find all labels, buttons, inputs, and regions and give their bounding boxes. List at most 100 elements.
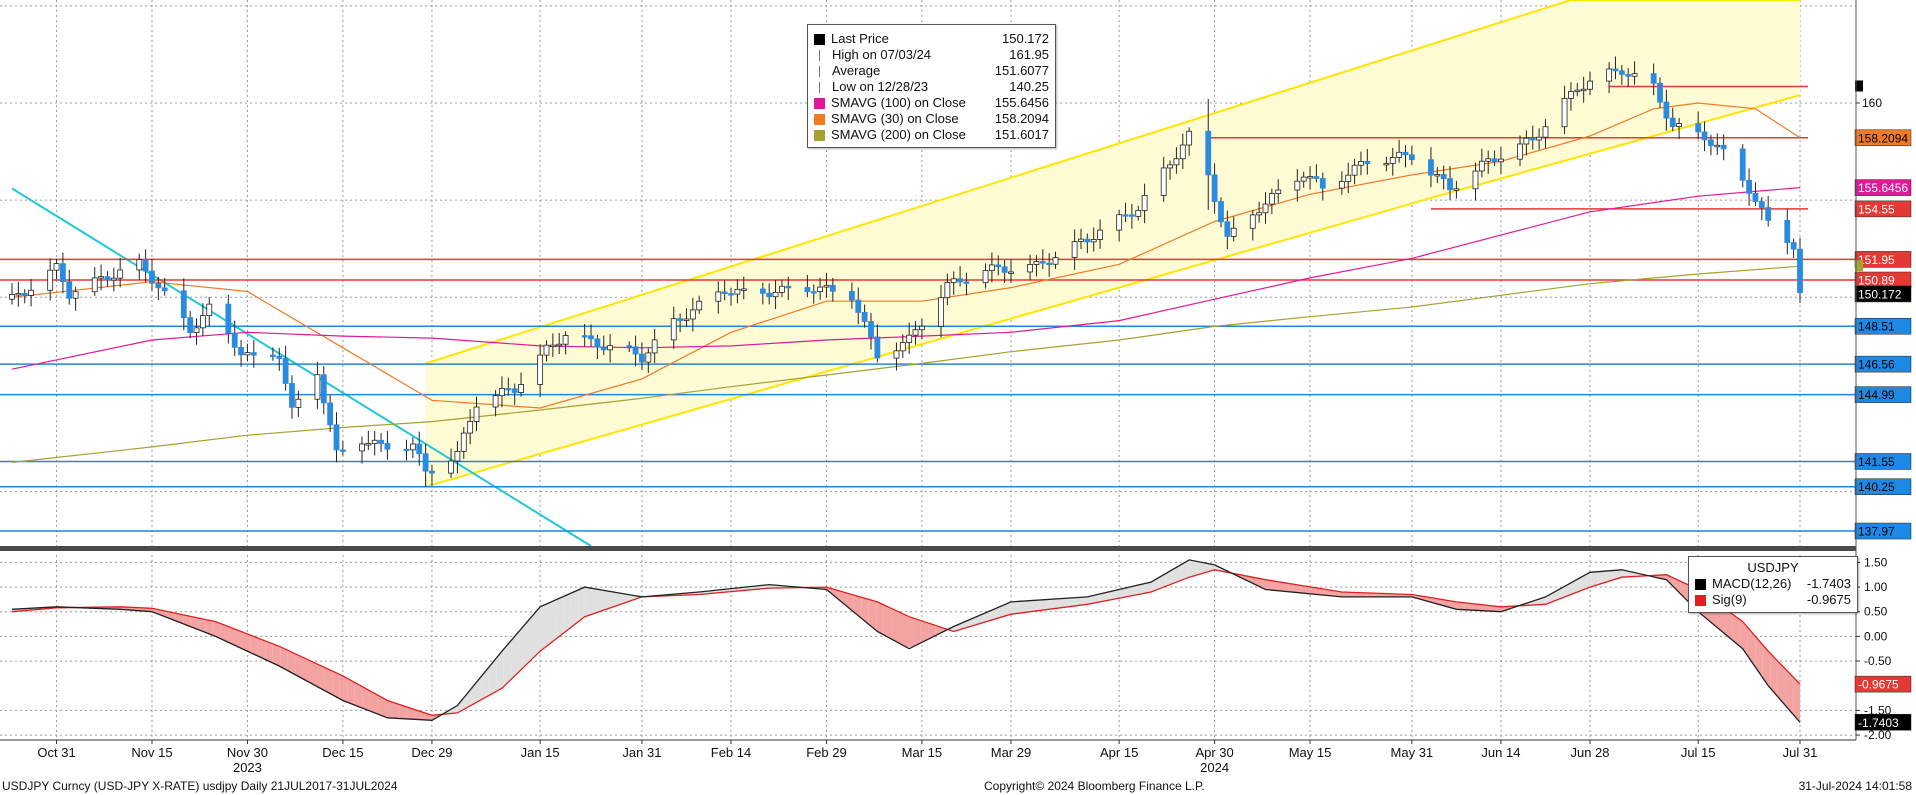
macd-fill-band [310,660,318,687]
price-value-tag: 141.55 [1858,455,1895,469]
macd-fill-band [332,670,340,699]
macd-fill-band [406,706,415,720]
macd-fill-band [198,617,206,633]
price-value-tag-stub [1855,80,1863,92]
macd-fill-band [414,709,422,720]
x-axis-label: Jul 31 [1783,745,1818,760]
macd-fill-band [1762,644,1771,689]
price-candle [1275,179,1282,203]
candle-body [1517,143,1523,160]
price-candle [467,409,474,445]
price-candle [378,433,384,453]
price-candle [187,310,194,339]
macd-fill-band [1479,604,1488,611]
price-candle [600,335,607,356]
price-candle [1211,163,1218,214]
price-candle [549,333,556,357]
macd-fill-band [1330,590,1339,597]
price-candle [199,303,206,337]
price-candle [779,279,785,298]
price-candle [231,320,238,357]
price-candle [912,321,919,345]
price-candle [823,272,830,298]
macd-fill-band [1032,599,1041,612]
candle-body [1039,261,1046,264]
macd-fill-band [920,620,929,643]
candle-body [1529,137,1536,141]
candle-body [492,395,499,408]
macd-fill-band [548,599,556,645]
macd-value-tag: -0.9675 [1858,678,1899,692]
ma-line [11,102,1801,409]
macd-fill-band [1040,599,1048,611]
price-candle [734,279,741,304]
candle-body [740,288,747,291]
price-candle [1396,139,1403,163]
candle-body [1001,266,1008,273]
price-legend-row: Low on 12/28/23 140.25 [814,79,1049,95]
price-candle [1046,253,1053,277]
macd-axis-label: -0.50 [1864,654,1892,668]
candle-body [804,287,811,293]
price-value-tag: 137.97 [1858,525,1895,539]
price-candle [47,258,54,301]
candle-body [944,282,951,299]
candle-body [1179,144,1186,160]
candle-body [1472,170,1479,190]
macd-fill-band [1449,600,1458,610]
x-axis-year-label: 2023 [233,760,262,775]
price-candle [1084,233,1091,254]
macd-fill-band [928,623,936,640]
price-candle [206,297,213,327]
price-candle [1351,158,1358,185]
price-candle [238,339,244,367]
candle-body [1090,239,1097,243]
price-candle [53,258,60,280]
square-icon [1695,578,1706,590]
candle-body [861,312,868,322]
candle-body [1383,163,1390,166]
footer-copyright: Copyright© 2024 Bloomberg Finance L.P. [984,779,1205,793]
price-candle [1574,83,1581,97]
price-candle [1746,168,1752,206]
price-candle [963,272,970,296]
candle-body [1033,261,1040,265]
price-candle [1249,210,1256,241]
x-axis-label: Jun 14 [1481,745,1520,760]
macd-fill-band [540,603,549,651]
price-candle [21,289,28,304]
price-legend-label: Low on 12/28/23 [832,79,929,94]
x-axis-label: Apr 30 [1195,745,1233,760]
price-candle [1300,171,1307,188]
candle-body [957,278,963,283]
price-candle [1434,167,1441,184]
macd-fill-band [1114,588,1123,600]
candle-body [276,355,283,359]
candle-body [250,352,257,356]
macd-fill-band [1248,576,1257,585]
price-candle [320,366,327,415]
candle-body [639,353,645,363]
x-axis-label: Dec 15 [322,745,363,760]
macd-fill-band [1777,660,1786,706]
candle-body [136,259,143,271]
price-candle [1529,125,1536,150]
macd-fill-band [1315,587,1324,596]
price-legend-value: 151.6017 [994,127,1049,142]
candle-body [238,346,244,356]
candle-body [1485,158,1492,162]
price-candle [384,430,391,460]
candle-body [1663,101,1670,119]
candle-body [1536,136,1543,141]
price-candle [1268,188,1275,215]
macd-fill-band [1204,562,1212,573]
macd-fill-band [503,640,512,687]
candle-body [670,318,677,341]
macd-fill-band [831,588,839,600]
price-candle [448,448,454,478]
price-candle [72,286,79,311]
price-candle [632,335,639,367]
price-legend-value: 151.6077 [994,63,1049,78]
price-value-tag-bg [1854,453,1912,470]
candle-body [117,269,124,279]
